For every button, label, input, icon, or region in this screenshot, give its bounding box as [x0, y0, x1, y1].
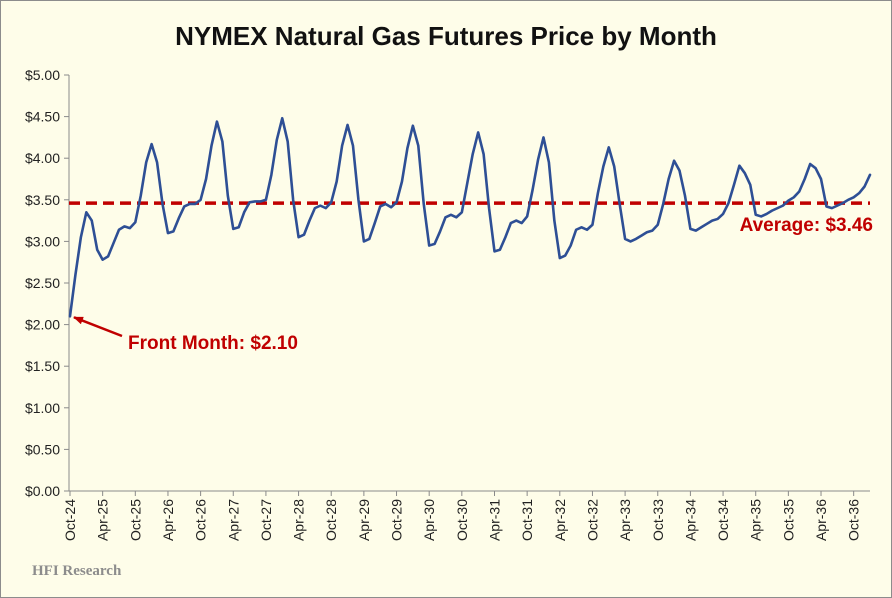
x-tick-label: Oct-26: [193, 499, 209, 541]
x-tick-label: Oct-31: [519, 499, 535, 541]
y-tick-label: $2.00: [25, 317, 60, 333]
y-tick-label: $5.00: [25, 67, 60, 83]
x-tick-label: Apr-28: [291, 499, 307, 541]
y-tick-label: $0.50: [25, 441, 60, 457]
x-tick-label: Apr-35: [748, 499, 764, 541]
x-tick-label: Oct-29: [389, 499, 405, 541]
x-tick-label: Oct-27: [258, 499, 274, 541]
x-tick-label: Oct-25: [127, 499, 143, 541]
x-tick-label: Oct-24: [62, 499, 78, 541]
x-tick-label: Apr-29: [356, 499, 372, 541]
x-tick-label: Apr-31: [486, 499, 502, 541]
x-tick-label: Apr-36: [813, 499, 829, 541]
annotations: Front Month: $2.10 Average: $3.46: [73, 215, 873, 354]
y-tick-label: $4.50: [25, 109, 60, 125]
y-tick-label: $4.00: [25, 150, 60, 166]
average-label: Average: $3.46: [740, 215, 873, 236]
y-tick-label: $3.00: [25, 233, 60, 249]
x-tick-label: Oct-28: [323, 499, 339, 541]
front-month-label: Front Month: $2.10: [128, 333, 298, 354]
x-tick-label: Apr-26: [160, 499, 176, 541]
y-tick-label: $2.50: [25, 275, 60, 291]
y-tick-label: $1.50: [25, 358, 60, 374]
x-tick-label: Oct-30: [454, 499, 470, 541]
price-series-line: [68, 116, 872, 318]
chart-title: NYMEX Natural Gas Futures Price by Month: [175, 21, 717, 51]
x-tick-label: Oct-32: [584, 499, 600, 541]
x-tick-label: Oct-36: [846, 499, 862, 541]
y-tick-label: $3.50: [25, 192, 60, 208]
plot-area: [68, 116, 872, 318]
watermark-text: HFI Research: [32, 563, 122, 579]
x-tick-label: Apr-30: [421, 499, 437, 541]
front-month-arrow: [73, 316, 123, 338]
x-tick-label: Apr-32: [552, 499, 568, 541]
y-tick-label: $1.00: [25, 400, 60, 416]
x-tick-label: Oct-33: [650, 499, 666, 541]
x-axis: Oct-24 Apr-25 Oct-25 Apr-26 Oct-26 Apr-27 Oct-…: [62, 490, 870, 541]
x-tick-label: Apr-34: [682, 499, 698, 541]
x-tick-label: Apr-27: [225, 499, 241, 541]
x-tick-label: Apr-33: [617, 499, 633, 541]
x-tick-label: Oct-34: [715, 499, 731, 541]
y-tick-label: $0.00: [25, 483, 60, 499]
y-axis: $0.00 $0.50 $1.00 $1.50 $2.00 $2.50 $3.00 $3.50…: [25, 67, 70, 499]
x-tick-label: Apr-25: [95, 499, 111, 541]
x-tick-label: Oct-35: [780, 499, 796, 541]
